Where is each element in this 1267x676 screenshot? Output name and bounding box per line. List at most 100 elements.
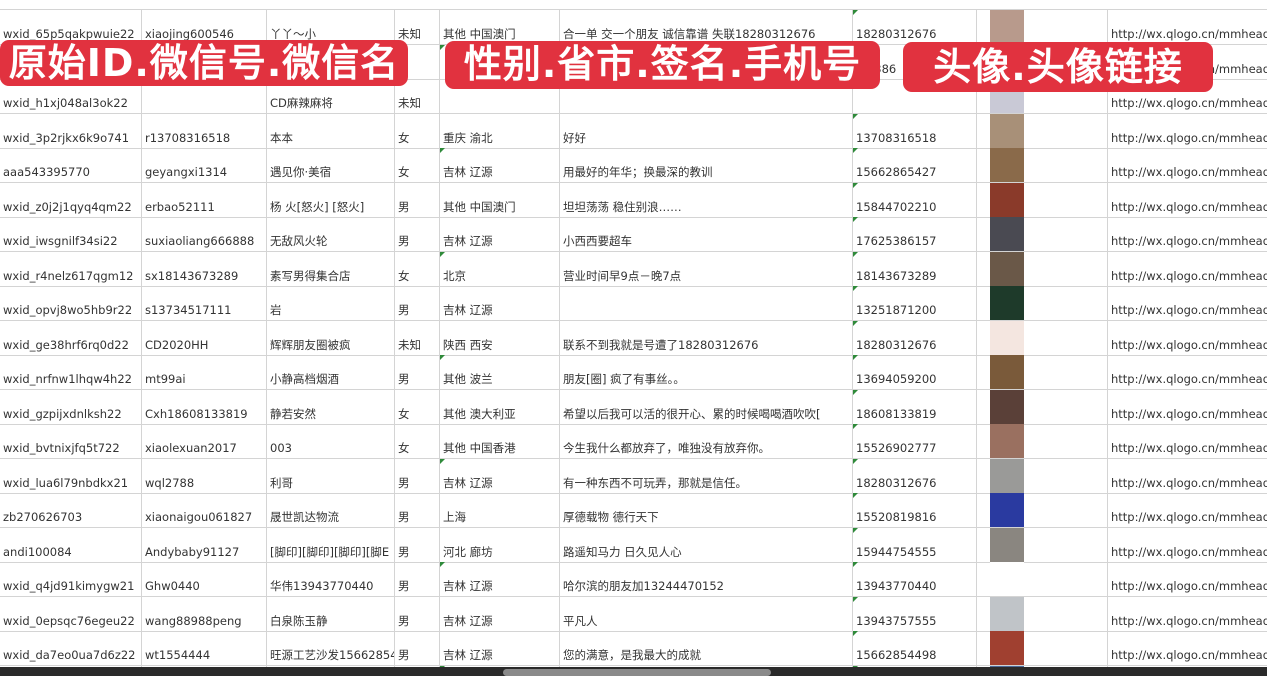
gender-cell[interactable]: 女 (395, 148, 440, 182)
phone-cell[interactable]: 13251871200 (853, 286, 977, 320)
region-cell[interactable]: 其他 波兰 (440, 355, 560, 389)
original-id-cell[interactable] (0, 665, 142, 667)
wechat-id-cell[interactable]: mt99ai (142, 355, 267, 389)
wechat-id-cell[interactable]: Ghw0440 (142, 562, 267, 596)
phone-cell[interactable]: 18280312676 (853, 458, 977, 493)
gender-cell[interactable]: 未知 (395, 10, 440, 44)
phone-cell[interactable]: 13708316518 (853, 113, 977, 148)
phone-cell[interactable]: 13943757555 (853, 596, 977, 631)
wechat-name-cell[interactable]: 本本 (267, 113, 395, 148)
wechat-name-cell[interactable]: 素写男得集合店 (267, 251, 395, 286)
region-cell[interactable]: 吉林 辽源 (440, 148, 560, 182)
avatar-url-cell[interactable]: http://wx.qlogo.cn/mmhead (1111, 372, 1267, 386)
avatar-url-cell[interactable]: http://wx.qlogo.cn/mmhead (1111, 510, 1267, 524)
wechat-id-cell[interactable] (142, 665, 267, 667)
region-cell[interactable]: 吉林 辽源 (440, 562, 560, 596)
gender-cell[interactable]: 男 (395, 596, 440, 631)
avatar-cell[interactable] (977, 527, 1108, 562)
wechat-id-cell[interactable] (142, 79, 267, 113)
original-id-cell[interactable]: wxid_iwsgnilf34si22 (0, 217, 142, 251)
gender-cell[interactable]: 女 (395, 389, 440, 424)
wechat-name-cell[interactable]: 旺源工艺沙发15662854 (267, 631, 395, 665)
signature-cell[interactable]: 平凡人 (560, 596, 853, 631)
avatar-cell[interactable] (977, 320, 1108, 355)
phone-cell[interactable]: 13694059200 (853, 355, 977, 389)
wechat-name-cell[interactable]: 003 (267, 424, 395, 458)
avatar-url-cell[interactable]: http://wx.qlogo.cn/mmhead (1111, 268, 1267, 283)
avatar-cell[interactable] (977, 389, 1108, 424)
region-cell[interactable]: 重庆 渝北 (440, 113, 560, 148)
wechat-id-cell[interactable]: Andybaby91127 (142, 527, 267, 562)
original-id-cell[interactable]: wxid_gzpijxdnlksh22 (0, 389, 142, 424)
region-cell[interactable]: 吉林 辽源 (440, 286, 560, 320)
avatar-cell[interactable] (977, 182, 1108, 217)
wechat-id-cell[interactable]: wang88988peng (142, 596, 267, 631)
avatar-url-cell[interactable]: http://wx.qlogo.cn/mmhead (1111, 579, 1267, 593)
wechat-id-cell[interactable]: xiaolexuan2017 (142, 424, 267, 458)
avatar-url-cell[interactable]: http://wx.qlogo.cn/mmhead (1111, 303, 1267, 317)
avatar-url-cell[interactable]: http://wx.qlogo.cn/mmhead (1111, 648, 1267, 662)
signature-cell[interactable]: 您的满意，是我最大的成就 (560, 631, 853, 665)
gender-cell[interactable] (395, 44, 440, 79)
avatar-cell[interactable] (977, 665, 1108, 667)
avatar-url-cell[interactable]: http://wx.qlogo.cn/mmhead (1111, 544, 1267, 559)
original-id-cell[interactable]: wxid_r4nelz617qgm12 (0, 251, 142, 286)
original-id-cell[interactable]: wxid_q4jd91kimygw21 (0, 562, 142, 596)
wechat-name-cell[interactable]: 岩 (267, 286, 395, 320)
wechat-name-cell[interactable]: 华伟13943770440 (267, 562, 395, 596)
wechat-id-cell[interactable]: sx18143673289 (142, 251, 267, 286)
phone-cell[interactable]: 15662854498 (853, 631, 977, 665)
wechat-name-cell[interactable]: 辉辉朋友圈被疯 (267, 320, 395, 355)
avatar-cell[interactable] (977, 631, 1108, 665)
wechat-name-cell[interactable]: 静若安然 (267, 389, 395, 424)
region-cell[interactable]: 上海 (440, 493, 560, 527)
avatar-url-cell[interactable]: http://wx.qlogo.cn/mmhead (1111, 199, 1267, 214)
avatar-cell[interactable] (977, 493, 1108, 527)
wechat-id-cell[interactable]: Cxh18608133819 (142, 389, 267, 424)
wechat-name-cell[interactable]: 小静高档烟酒 (267, 355, 395, 389)
signature-cell[interactable]: 合一单 交一个朋友 诚信靠谱 失联18280312676 (560, 10, 853, 44)
avatar-cell[interactable] (977, 562, 1108, 596)
gender-cell[interactable]: 男 (395, 182, 440, 217)
horizontal-scrollbar[interactable] (503, 669, 771, 676)
region-cell[interactable]: 吉林 辽源 (440, 458, 560, 493)
wechat-id-cell[interactable]: xiaojing600546 (142, 10, 267, 44)
avatar-cell[interactable] (977, 596, 1108, 631)
avatar-cell[interactable] (977, 217, 1108, 251)
original-id-cell[interactable]: wxid_h1xj048al3ok22 (0, 79, 142, 113)
region-cell[interactable] (440, 665, 560, 667)
phone-cell[interactable]: 18280312676 (853, 10, 977, 44)
gender-cell[interactable]: 女 (395, 424, 440, 458)
wechat-name-cell[interactable] (267, 665, 395, 667)
gender-cell[interactable] (395, 665, 440, 667)
avatar-cell[interactable] (977, 424, 1108, 458)
signature-cell[interactable]: 今生我什么都放弃了，唯独没有放弃你。 (560, 424, 853, 458)
wechat-id-cell[interactable]: wt1554444 (142, 631, 267, 665)
avatar-cell[interactable] (977, 148, 1108, 182)
avatar-url-cell[interactable]: http://wx.qlogo.cn/mmhead (1111, 406, 1267, 421)
phone-cell[interactable]: 15526902777 (853, 424, 977, 458)
wechat-id-cell[interactable]: s13734517111 (142, 286, 267, 320)
avatar-cell[interactable] (977, 251, 1108, 286)
region-cell[interactable]: 其他 中国澳门 (440, 182, 560, 217)
gender-cell[interactable]: 男 (395, 562, 440, 596)
region-cell[interactable]: 其他 澳大利亚 (440, 389, 560, 424)
avatar-url-cell[interactable]: http://wx.qlogo.cn/mmhead (1111, 130, 1267, 145)
phone-cell[interactable]: 15844702210 (853, 182, 977, 217)
signature-cell[interactable]: 厚德载物 德行天下 (560, 493, 853, 527)
original-id-cell[interactable]: wxid_da7eo0ua7d6z22 (0, 631, 142, 665)
region-cell[interactable] (440, 79, 560, 113)
signature-cell[interactable]: 营业时间早9点－晚7点 (560, 251, 853, 286)
phone-cell[interactable]: 15662865427 (853, 148, 977, 182)
gender-cell[interactable]: 未知 (395, 79, 440, 113)
original-id-cell[interactable]: wxid_opvj8wo5hb9r22 (0, 286, 142, 320)
avatar-cell[interactable] (977, 113, 1108, 148)
wechat-id-cell[interactable]: suxiaoliang666888 (142, 217, 267, 251)
phone-cell[interactable]: 18143673289 (853, 251, 977, 286)
avatar-url-cell[interactable]: http://wx.qlogo.cn/mmhead (1111, 337, 1267, 352)
wechat-id-cell[interactable]: r13708316518 (142, 113, 267, 148)
avatar-cell[interactable] (977, 458, 1108, 493)
original-id-cell[interactable]: wxid_nrfnw1lhqw4h22 (0, 355, 142, 389)
wechat-name-cell[interactable]: 遇见你·美宿 (267, 148, 395, 182)
region-cell[interactable]: 河北 廊坊 (440, 527, 560, 562)
